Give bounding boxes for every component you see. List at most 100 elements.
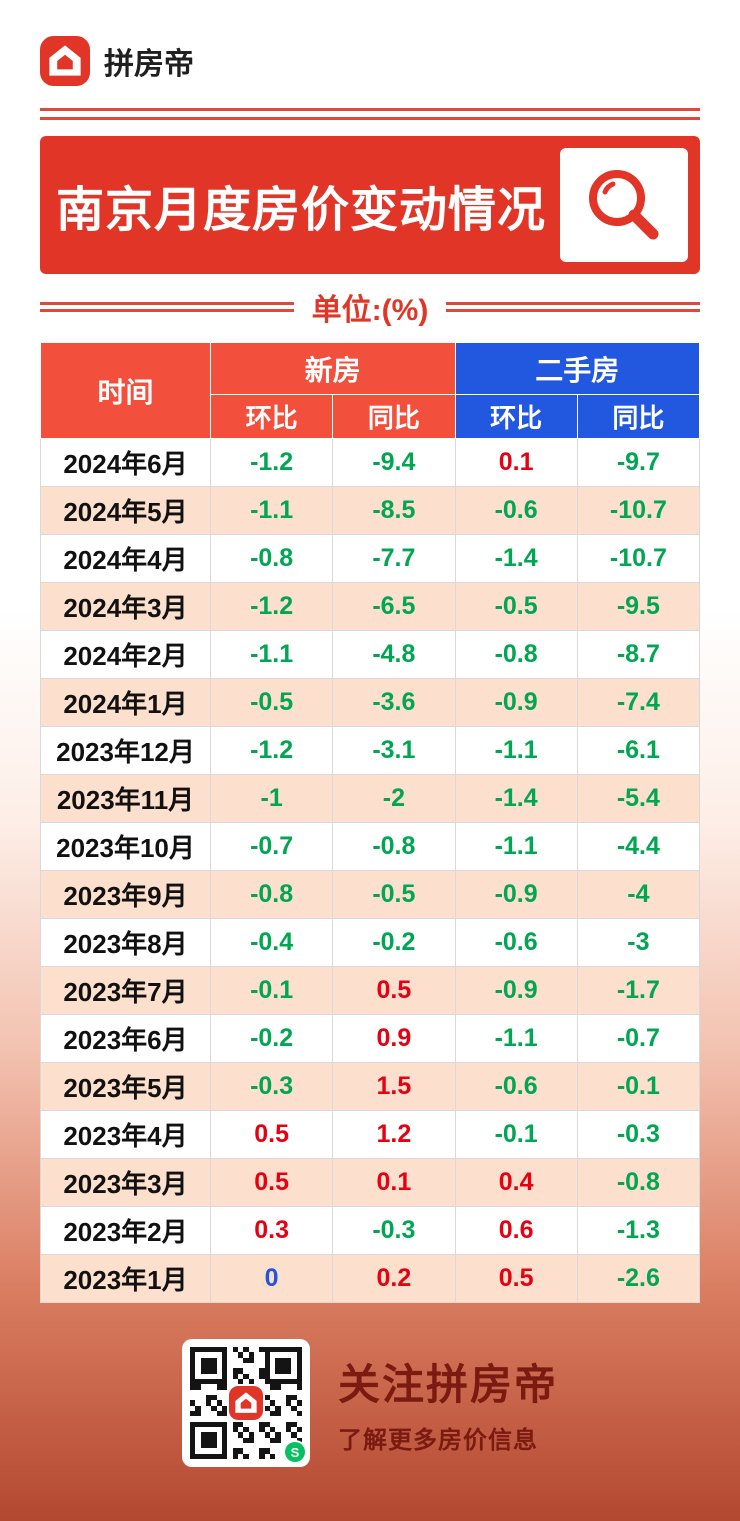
value-cell: -0.8 xyxy=(576,1158,701,1207)
magnifier-box xyxy=(560,148,688,262)
table-row: 2023年5月 -0.3 1.5 -0.6 -0.1 xyxy=(40,1062,701,1111)
table-row: 2023年11月 -1 -2 -1.4 -5.4 xyxy=(40,774,701,823)
time-header: 时间 xyxy=(40,342,211,439)
value-cell: -0.2 xyxy=(209,1014,334,1063)
miniprogram-icon: S xyxy=(284,1442,305,1462)
price-table: 时间 新房 二手房 环比 同比 环比 同比 2024年6月 -1.2 -9.4 0.1… xyxy=(40,342,701,1303)
table-row: 2024年6月 -1.2 -9.4 0.1 -9.7 xyxy=(40,438,701,487)
value-cell: -2 xyxy=(332,774,456,823)
time-cell: 2023年8月 xyxy=(40,918,211,967)
value-cell: -0.7 xyxy=(209,822,334,871)
value-cell: -9.4 xyxy=(332,438,456,487)
value-cell: -10.7 xyxy=(576,486,701,535)
table-row: 2023年12月 -1.2 -3.1 -1.1 -6.1 xyxy=(40,726,701,775)
value-cell: -3.1 xyxy=(332,726,456,775)
value-cell: -1.1 xyxy=(454,822,578,871)
value-cell: 0.2 xyxy=(332,1254,456,1303)
value-cell: -0.5 xyxy=(209,678,334,727)
table-row: 2023年8月 -0.4 -0.2 -0.6 -3 xyxy=(40,918,701,967)
footer-text: 关注拼房帝 了解更多房价信息 xyxy=(338,1351,558,1455)
search-icon xyxy=(589,170,659,240)
unit-rule-left xyxy=(40,302,294,312)
value-cell: -1 xyxy=(209,774,334,823)
time-cell: 2023年4月 xyxy=(40,1110,211,1159)
new-house-header: 新房 xyxy=(210,342,456,395)
value-cell: -10.7 xyxy=(576,534,701,583)
table-row: 2023年4月 0.5 1.2 -0.1 -0.3 xyxy=(40,1110,701,1159)
table-row: 2023年10月 -0.7 -0.8 -1.1 -4.4 xyxy=(40,822,701,871)
value-cell: -1.2 xyxy=(209,582,334,631)
new-mom-header: 环比 xyxy=(209,394,334,439)
value-cell: -3.6 xyxy=(332,678,456,727)
table-row: 2023年3月 0.5 0.1 0.4 -0.8 xyxy=(40,1158,701,1207)
table-row: 2024年2月 -1.1 -4.8 -0.8 -8.7 xyxy=(40,630,701,679)
value-cell: 0.5 xyxy=(209,1110,334,1159)
table-row: 2024年1月 -0.5 -3.6 -0.9 -7.4 xyxy=(40,678,701,727)
table-row: 2024年3月 -1.2 -6.5 -0.5 -9.5 xyxy=(40,582,701,631)
value-cell: -1.1 xyxy=(454,726,578,775)
value-cell: -0.5 xyxy=(332,870,456,919)
value-cell: 0.5 xyxy=(332,966,456,1015)
value-cell: -1.1 xyxy=(454,1014,578,1063)
table-header: 时间 新房 二手房 环比 同比 环比 同比 xyxy=(40,342,701,439)
value-cell: -0.9 xyxy=(454,966,578,1015)
value-cell: -0.6 xyxy=(454,918,578,967)
value-cell: -1.4 xyxy=(454,774,578,823)
value-cell: -7.4 xyxy=(576,678,701,727)
value-cell: -0.5 xyxy=(454,582,578,631)
value-cell: -0.1 xyxy=(454,1110,578,1159)
time-cell: 2023年6月 xyxy=(40,1014,211,1063)
time-cell: 2023年10月 xyxy=(40,822,211,871)
value-cell: -6.5 xyxy=(332,582,456,631)
value-cell: -0.8 xyxy=(209,870,334,919)
value-cell: -0.6 xyxy=(454,1062,578,1111)
value-cell: -6.1 xyxy=(576,726,701,775)
time-cell: 2023年9月 xyxy=(40,870,211,919)
value-cell: -8.5 xyxy=(332,486,456,535)
value-cell: 0.5 xyxy=(454,1254,578,1303)
value-cell: -1.1 xyxy=(209,486,334,535)
brand-header: 拼房帝 xyxy=(40,36,700,86)
value-cell: 0.1 xyxy=(454,438,578,487)
value-cell: -1.3 xyxy=(576,1206,701,1255)
table-row: 2024年5月 -1.1 -8.5 -0.6 -10.7 xyxy=(40,486,701,535)
second-mom-header: 环比 xyxy=(454,394,578,439)
value-cell: -4 xyxy=(576,870,701,919)
value-cell: -0.7 xyxy=(576,1014,701,1063)
page-title: 南京月度房价变动情况 xyxy=(56,184,547,237)
time-cell: 2023年1月 xyxy=(40,1254,211,1303)
value-cell: -0.8 xyxy=(454,630,578,679)
value-cell: -1.7 xyxy=(576,966,701,1015)
qr-code: S xyxy=(181,1339,310,1467)
value-cell: 0 xyxy=(209,1254,334,1303)
value-cell: 1.5 xyxy=(332,1062,456,1111)
value-cell: -9.5 xyxy=(576,582,701,631)
qr-grid xyxy=(189,1347,302,1459)
value-cell: -8.7 xyxy=(576,630,701,679)
value-cell: -7.7 xyxy=(332,534,456,583)
value-cell: 0.4 xyxy=(454,1158,578,1207)
value-cell: -5.4 xyxy=(576,774,701,823)
time-cell: 2023年3月 xyxy=(40,1158,211,1207)
table-row: 2023年2月 0.3 -0.3 0.6 -1.3 xyxy=(40,1206,701,1255)
time-cell: 2024年5月 xyxy=(40,486,211,535)
value-cell: -0.9 xyxy=(454,870,578,919)
time-cell: 2024年6月 xyxy=(40,438,211,487)
table-row: 2023年1月 0 0.2 0.5 -2.6 xyxy=(40,1254,701,1303)
time-cell: 2023年12月 xyxy=(40,726,211,775)
value-cell: 0.6 xyxy=(454,1206,578,1255)
table-row: 2023年6月 -0.2 0.9 -1.1 -0.7 xyxy=(40,1014,701,1063)
value-cell: -4.8 xyxy=(332,630,456,679)
value-cell: -3 xyxy=(576,918,701,967)
value-cell: 1.2 xyxy=(332,1110,456,1159)
table-row: 2023年9月 -0.8 -0.5 -0.9 -4 xyxy=(40,870,701,919)
value-cell: -0.1 xyxy=(576,1062,701,1111)
value-cell: -1.1 xyxy=(209,630,334,679)
value-cell: -0.2 xyxy=(332,918,456,967)
value-cell: -9.7 xyxy=(576,438,701,487)
value-cell: 0.9 xyxy=(332,1014,456,1063)
value-cell: -2.6 xyxy=(576,1254,701,1303)
value-cell: 0.5 xyxy=(209,1158,334,1207)
table-row: 2024年4月 -0.8 -7.7 -1.4 -10.7 xyxy=(40,534,701,583)
